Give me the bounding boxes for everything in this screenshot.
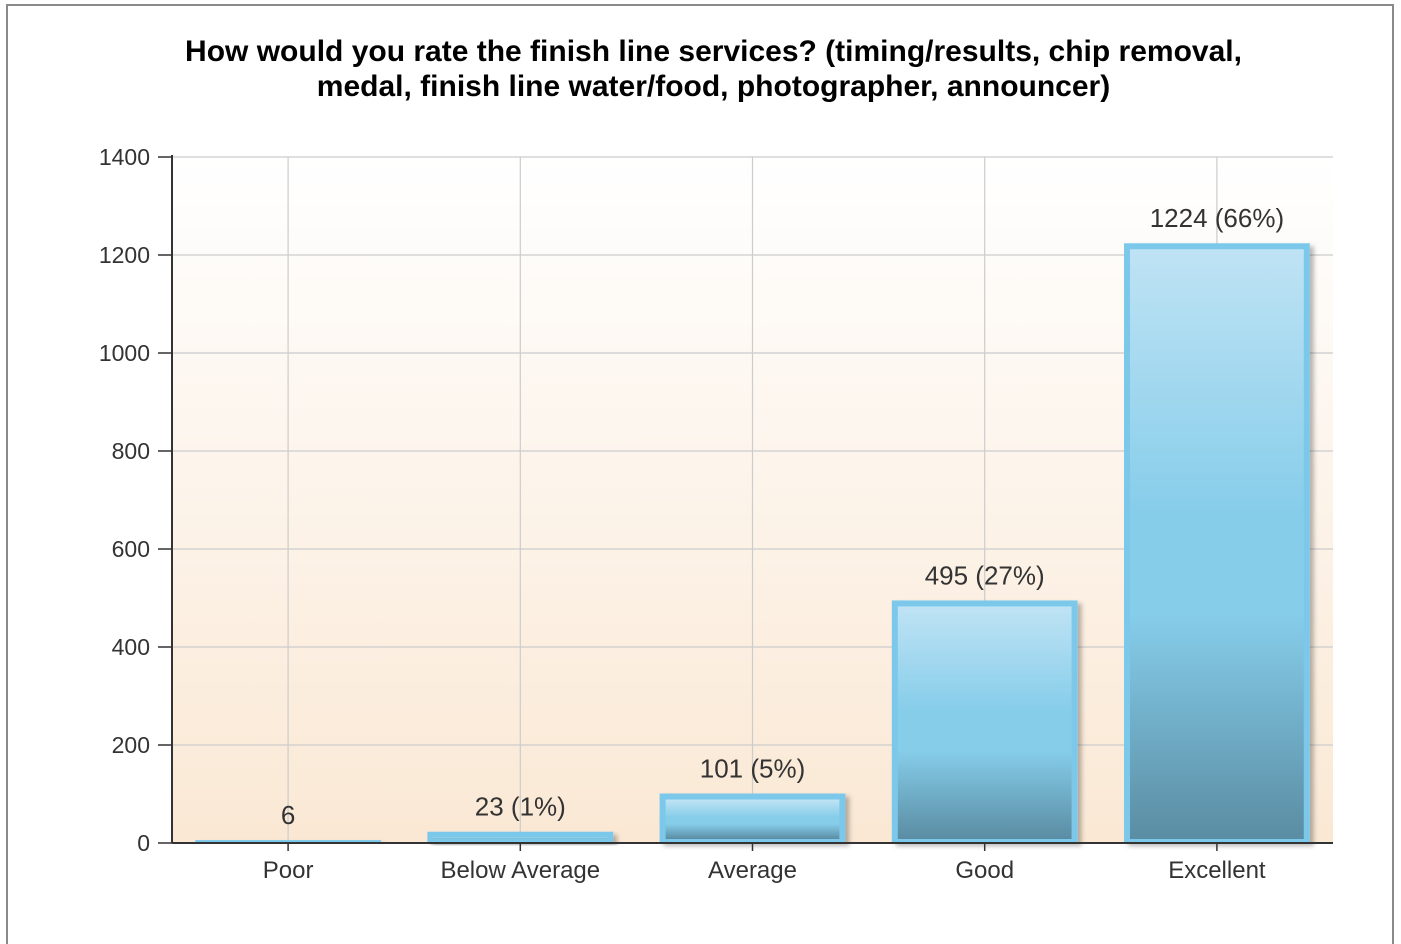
x-tick-label: Poor	[263, 857, 314, 884]
x-tick-label: Good	[955, 857, 1014, 884]
y-tick-label: 600	[112, 536, 150, 562]
bar-below-average	[427, 832, 613, 843]
bar-fill	[433, 838, 607, 839]
data-label: 6	[281, 800, 295, 830]
y-tick-label: 800	[112, 438, 150, 464]
x-tick-label: Average	[708, 857, 797, 884]
x-tick-label: Excellent	[1168, 857, 1266, 884]
bar-average	[660, 794, 846, 843]
bar-outline	[427, 832, 613, 843]
bar-fill	[666, 800, 840, 839]
data-label: 23 (1%)	[475, 792, 566, 822]
y-tick-label: 0	[137, 830, 150, 856]
y-tick-label: 200	[112, 732, 150, 758]
data-label: 1224 (66%)	[1150, 203, 1284, 233]
bar-fill	[1130, 249, 1304, 839]
y-tick-label: 1400	[99, 144, 150, 170]
y-tick-label: 400	[112, 634, 150, 660]
y-tick-label: 1000	[99, 340, 150, 366]
x-tick-label: Below Average	[440, 857, 600, 884]
bar-excellent	[1124, 243, 1310, 843]
data-label: 101 (5%)	[700, 754, 806, 784]
y-tick-label: 1200	[99, 242, 150, 268]
data-label: 495 (27%)	[925, 560, 1045, 590]
bar-good	[892, 600, 1078, 843]
bar-fill	[898, 606, 1072, 839]
